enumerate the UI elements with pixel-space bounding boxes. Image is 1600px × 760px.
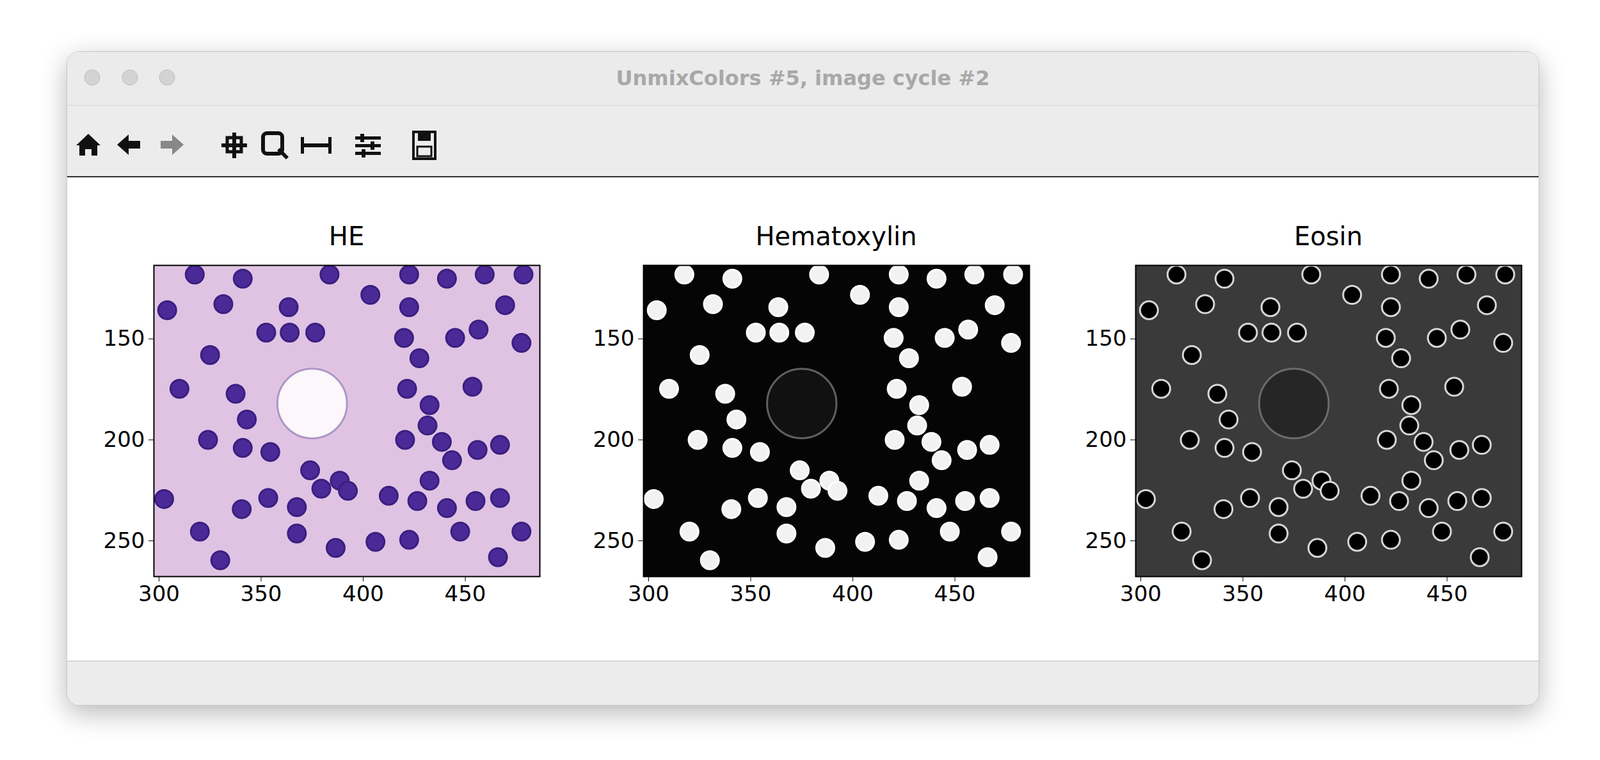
svg-text:450: 450 [444, 580, 487, 607]
svg-text:200: 200 [1085, 426, 1128, 452]
svg-text:350: 350 [1222, 580, 1264, 607]
html-text:Eosin: Eosin [1294, 221, 1363, 251]
svg-text:300: 300 [627, 580, 670, 607]
html-text:HE: HE [328, 221, 365, 251]
svg-text:250: 250 [1085, 527, 1128, 553]
svg-text:150: 150 [103, 325, 146, 351]
svg-text:250: 250 [593, 527, 635, 553]
svg-text:300: 300 [1120, 580, 1162, 607]
html-text:Hematoxylin: Hematoxylin [755, 221, 917, 251]
svg-text:350: 350 [240, 580, 283, 607]
svg-text:400: 400 [832, 580, 874, 607]
svg-text:150: 150 [593, 325, 635, 351]
svg-text:250: 250 [103, 527, 146, 553]
svg-text:300: 300 [138, 580, 180, 607]
svg-text:200: 200 [103, 426, 146, 452]
svg-text:350: 350 [730, 580, 772, 607]
svg-text:450: 450 [934, 580, 976, 607]
svg-text:200: 200 [593, 426, 635, 452]
svg-text:150: 150 [1085, 325, 1128, 351]
svg-text:450: 450 [1426, 580, 1469, 607]
html-text:UnmixColors #5, image cycle #2: UnmixColors #5, image cycle #2 [616, 65, 990, 91]
svg-text:400: 400 [342, 580, 384, 607]
svg-text:400: 400 [1324, 580, 1366, 607]
